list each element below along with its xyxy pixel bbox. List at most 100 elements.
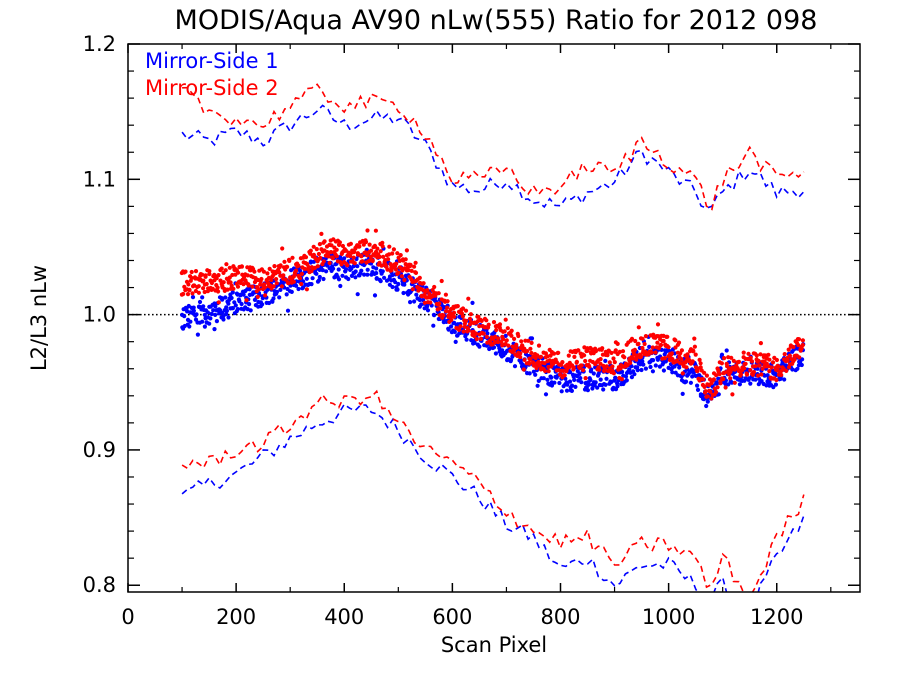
data-point [751,370,757,375]
data-point [705,394,710,399]
data-point [649,350,654,355]
data-point [529,336,535,341]
y-tick-label: 1.0 [83,303,116,327]
data-point [200,272,205,277]
data-point [380,244,385,249]
data-point [486,322,491,327]
chart-title: MODIS/Aqua AV90 nLw(555) Ratio for 2012 … [175,5,818,36]
data-point [208,316,213,321]
data-point [282,259,287,264]
data-point [647,344,652,349]
data-point [791,344,796,350]
data-point [796,337,802,342]
data-point [395,287,400,292]
data-point [518,355,523,360]
data-point [221,317,226,322]
data-point [213,304,218,309]
data-point [393,280,398,285]
data-point [445,305,450,310]
data-point [393,267,399,272]
data-point [670,370,675,375]
data-point [571,367,576,372]
data-point [189,275,194,281]
data-point [632,347,638,352]
data-point [711,377,717,382]
data-point [329,243,334,248]
data-point [491,320,497,325]
data-point [774,377,779,383]
series-1-lower-dashed-line [181,403,805,592]
data-point [338,255,343,260]
data-point [296,263,301,268]
data-point [373,228,378,233]
data-point [702,370,707,375]
data-point [449,317,454,323]
data-point [419,302,424,307]
data-point [278,287,283,292]
data-point [767,379,772,384]
data-point [445,299,450,304]
data-point [321,259,326,264]
data-point [293,268,299,273]
data-point [381,254,386,259]
data-point [212,327,217,332]
data-point [265,271,270,276]
data-point [746,351,751,356]
series-2-upper-dashed-line [182,83,805,211]
data-point [757,363,762,368]
data-point [377,254,382,259]
data-point [316,251,321,257]
legend-entry-mirror-side-2: Mirror-Side 2 [145,76,279,100]
data-point [773,382,779,387]
data-point [260,302,265,307]
data-point [601,363,606,368]
data-point [569,388,575,393]
data-point [285,308,291,313]
data-point [578,376,583,381]
data-point [651,358,656,363]
data-point [572,354,577,359]
data-point [182,284,187,289]
data-point [287,258,292,263]
data-point [304,287,309,292]
data-point [509,333,514,338]
data-point [239,264,244,269]
data-point [642,341,647,347]
data-point [340,243,345,249]
x-tick-label: 1000 [642,605,695,629]
data-point [639,367,644,373]
data-point [579,380,584,385]
data-point [214,276,219,281]
data-point [412,299,417,304]
data-point [244,298,249,303]
y-axis-label: L2/L3 nLw [27,265,51,371]
data-point [369,248,374,253]
data-point [185,292,191,297]
data-point [256,287,262,292]
data-point [304,276,309,281]
data-point [577,371,582,376]
data-point [269,277,274,283]
data-point [612,360,617,365]
data-point [183,269,188,274]
data-point [800,338,806,343]
data-point [669,351,675,356]
data-point [640,336,645,341]
data-point [528,346,533,351]
data-point [741,350,746,355]
data-point [394,261,399,266]
data-point [239,301,244,307]
data-point [317,267,322,272]
data-point [375,246,380,251]
data-point [380,269,385,274]
data-point [769,365,774,370]
data-point [196,284,201,289]
data-point [628,360,633,366]
data-point [611,371,617,376]
data-point [196,290,201,295]
data-point [536,343,542,348]
data-point [748,368,753,373]
data-point [543,368,548,374]
data-point [268,283,273,288]
data-point [691,349,696,354]
